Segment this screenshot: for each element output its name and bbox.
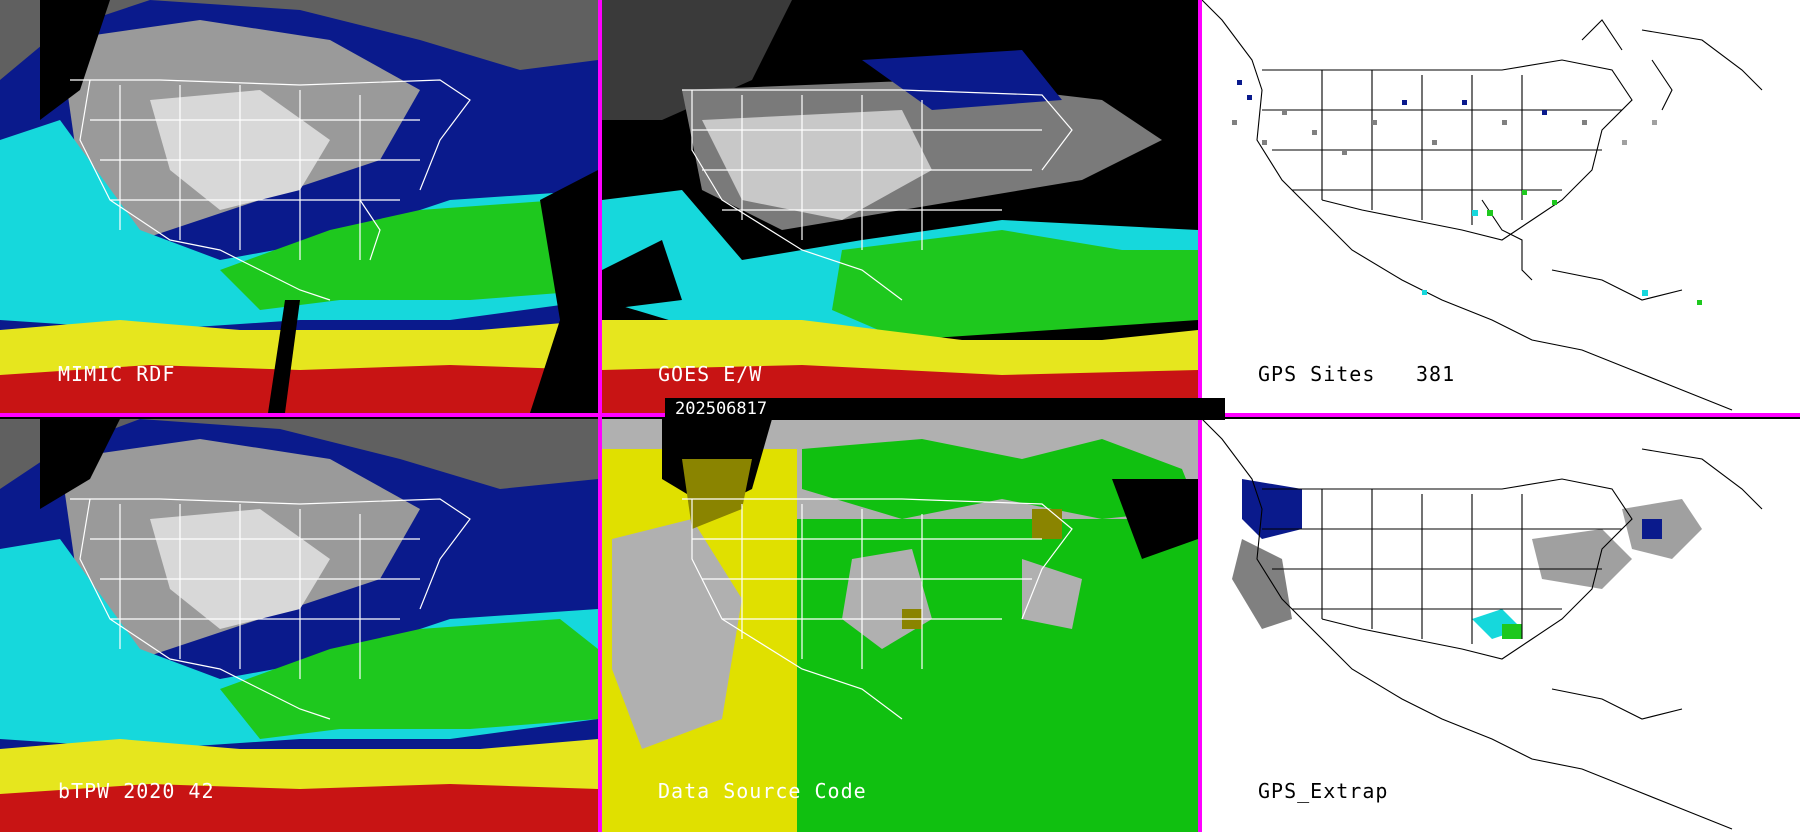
goes-map xyxy=(602,0,1198,413)
btpw-map xyxy=(0,419,598,832)
gps-site-count: 381 xyxy=(1416,362,1456,386)
data-source-panel: Data Source Code xyxy=(602,419,1198,832)
data-source-map xyxy=(602,419,1198,832)
gps-extrap-panel: GPS_Extrap xyxy=(1202,419,1800,832)
goes-panel: GOES E/W xyxy=(602,0,1198,413)
panel-label: Data Source Code xyxy=(658,779,867,803)
btpw-panel: bTPW 2020 42 xyxy=(0,419,598,832)
gps-sites-map xyxy=(1202,0,1800,413)
timestamp-bar: 202506817 xyxy=(665,398,1225,420)
mimic-rdf-panel: MIMIC RDF xyxy=(0,0,598,413)
gps-extrap-map xyxy=(1202,419,1800,832)
mimic-rdf-map xyxy=(0,0,598,413)
panel-label: GPS Sites xyxy=(1258,362,1376,386)
gps-sites-panel: GPS Sites 381 xyxy=(1202,0,1800,413)
panel-label: MIMIC RDF xyxy=(58,362,176,386)
panel-label: bTPW 2020 42 xyxy=(58,779,215,803)
panel-label: GOES E/W xyxy=(658,362,763,386)
panel-label: GPS_Extrap xyxy=(1258,779,1389,803)
gps-site-markers xyxy=(1232,80,1702,305)
